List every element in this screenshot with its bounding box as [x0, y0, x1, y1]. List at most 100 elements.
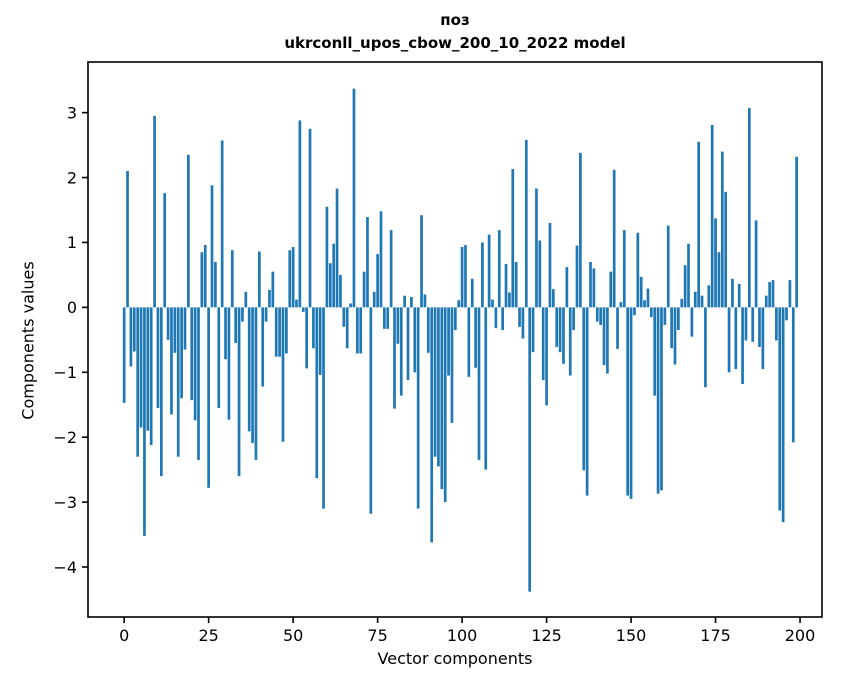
bar	[737, 284, 741, 308]
bar	[660, 307, 663, 491]
bar	[670, 307, 673, 349]
bar	[349, 303, 352, 308]
bar	[595, 307, 599, 322]
x-axis-label: Vector components	[377, 649, 533, 668]
bar	[629, 307, 633, 499]
bar	[163, 193, 167, 308]
bar	[355, 307, 359, 354]
bar	[707, 285, 711, 308]
bar	[558, 307, 562, 353]
bar	[649, 307, 653, 318]
bar	[122, 307, 126, 403]
y-tick-label: 0	[67, 298, 77, 317]
bar	[301, 307, 305, 312]
bar	[366, 217, 369, 308]
bar	[626, 307, 630, 496]
bar	[562, 307, 565, 364]
bar	[714, 218, 717, 308]
bar	[308, 128, 312, 308]
bar	[437, 307, 440, 467]
bar	[220, 140, 224, 308]
bar	[433, 307, 437, 457]
bar	[170, 307, 173, 415]
bar	[538, 240, 542, 308]
bar	[619, 302, 623, 308]
bar	[680, 298, 684, 308]
bar	[450, 307, 454, 423]
bar	[788, 280, 792, 308]
bar	[369, 307, 373, 514]
bar	[690, 307, 694, 337]
bar	[551, 289, 555, 308]
bar	[328, 263, 332, 308]
bar	[359, 307, 363, 354]
bar	[467, 307, 471, 377]
bar	[153, 115, 156, 308]
bar	[717, 252, 721, 308]
bar	[224, 307, 227, 360]
bar	[548, 222, 552, 308]
bar	[497, 230, 501, 308]
bar	[423, 294, 427, 308]
bar	[666, 225, 670, 308]
bar	[524, 139, 528, 308]
y-tick-label: −1	[53, 363, 77, 382]
bar	[393, 307, 396, 409]
bar	[754, 220, 758, 308]
x-tick-label: 175	[700, 626, 731, 645]
bar	[410, 296, 413, 308]
bar	[443, 307, 447, 503]
bar	[200, 252, 204, 308]
bar	[646, 288, 650, 308]
bar	[720, 151, 724, 308]
bar	[315, 307, 319, 479]
bar	[460, 247, 464, 308]
bar	[345, 307, 349, 349]
bar	[622, 230, 626, 308]
bar	[501, 307, 504, 331]
bar	[775, 307, 778, 341]
bar	[531, 307, 535, 353]
bar	[643, 300, 646, 308]
bar	[156, 307, 160, 408]
y-tick-label: −2	[53, 428, 77, 447]
bar	[268, 289, 271, 308]
bar	[616, 307, 619, 349]
bar	[761, 307, 765, 370]
y-tick-label: 3	[67, 103, 77, 122]
bar	[656, 307, 660, 494]
bar	[136, 307, 140, 457]
bar	[683, 265, 687, 308]
bar	[305, 307, 308, 369]
bar	[477, 307, 481, 460]
bar	[237, 307, 241, 477]
bar	[791, 307, 795, 443]
bar	[673, 307, 677, 365]
bar	[606, 307, 609, 374]
bar	[281, 307, 285, 442]
bar	[386, 307, 390, 329]
bar	[484, 307, 488, 470]
bar	[214, 261, 217, 308]
bar	[491, 299, 494, 308]
bar	[295, 299, 298, 308]
bar	[474, 307, 477, 368]
x-tick-label: 100	[447, 626, 478, 645]
bar	[700, 295, 704, 308]
bar	[599, 307, 602, 325]
bar	[741, 307, 744, 384]
bar	[159, 307, 163, 477]
bar	[511, 169, 515, 308]
bar	[254, 307, 258, 460]
x-tick-label: 25	[198, 626, 218, 645]
bar	[710, 124, 714, 308]
bar	[420, 215, 423, 308]
bar	[781, 307, 785, 523]
bar	[758, 307, 761, 347]
bar	[440, 307, 444, 490]
bar	[190, 307, 194, 401]
bar	[230, 250, 234, 308]
bar	[325, 206, 329, 308]
bar	[579, 152, 582, 308]
bar	[335, 188, 339, 308]
